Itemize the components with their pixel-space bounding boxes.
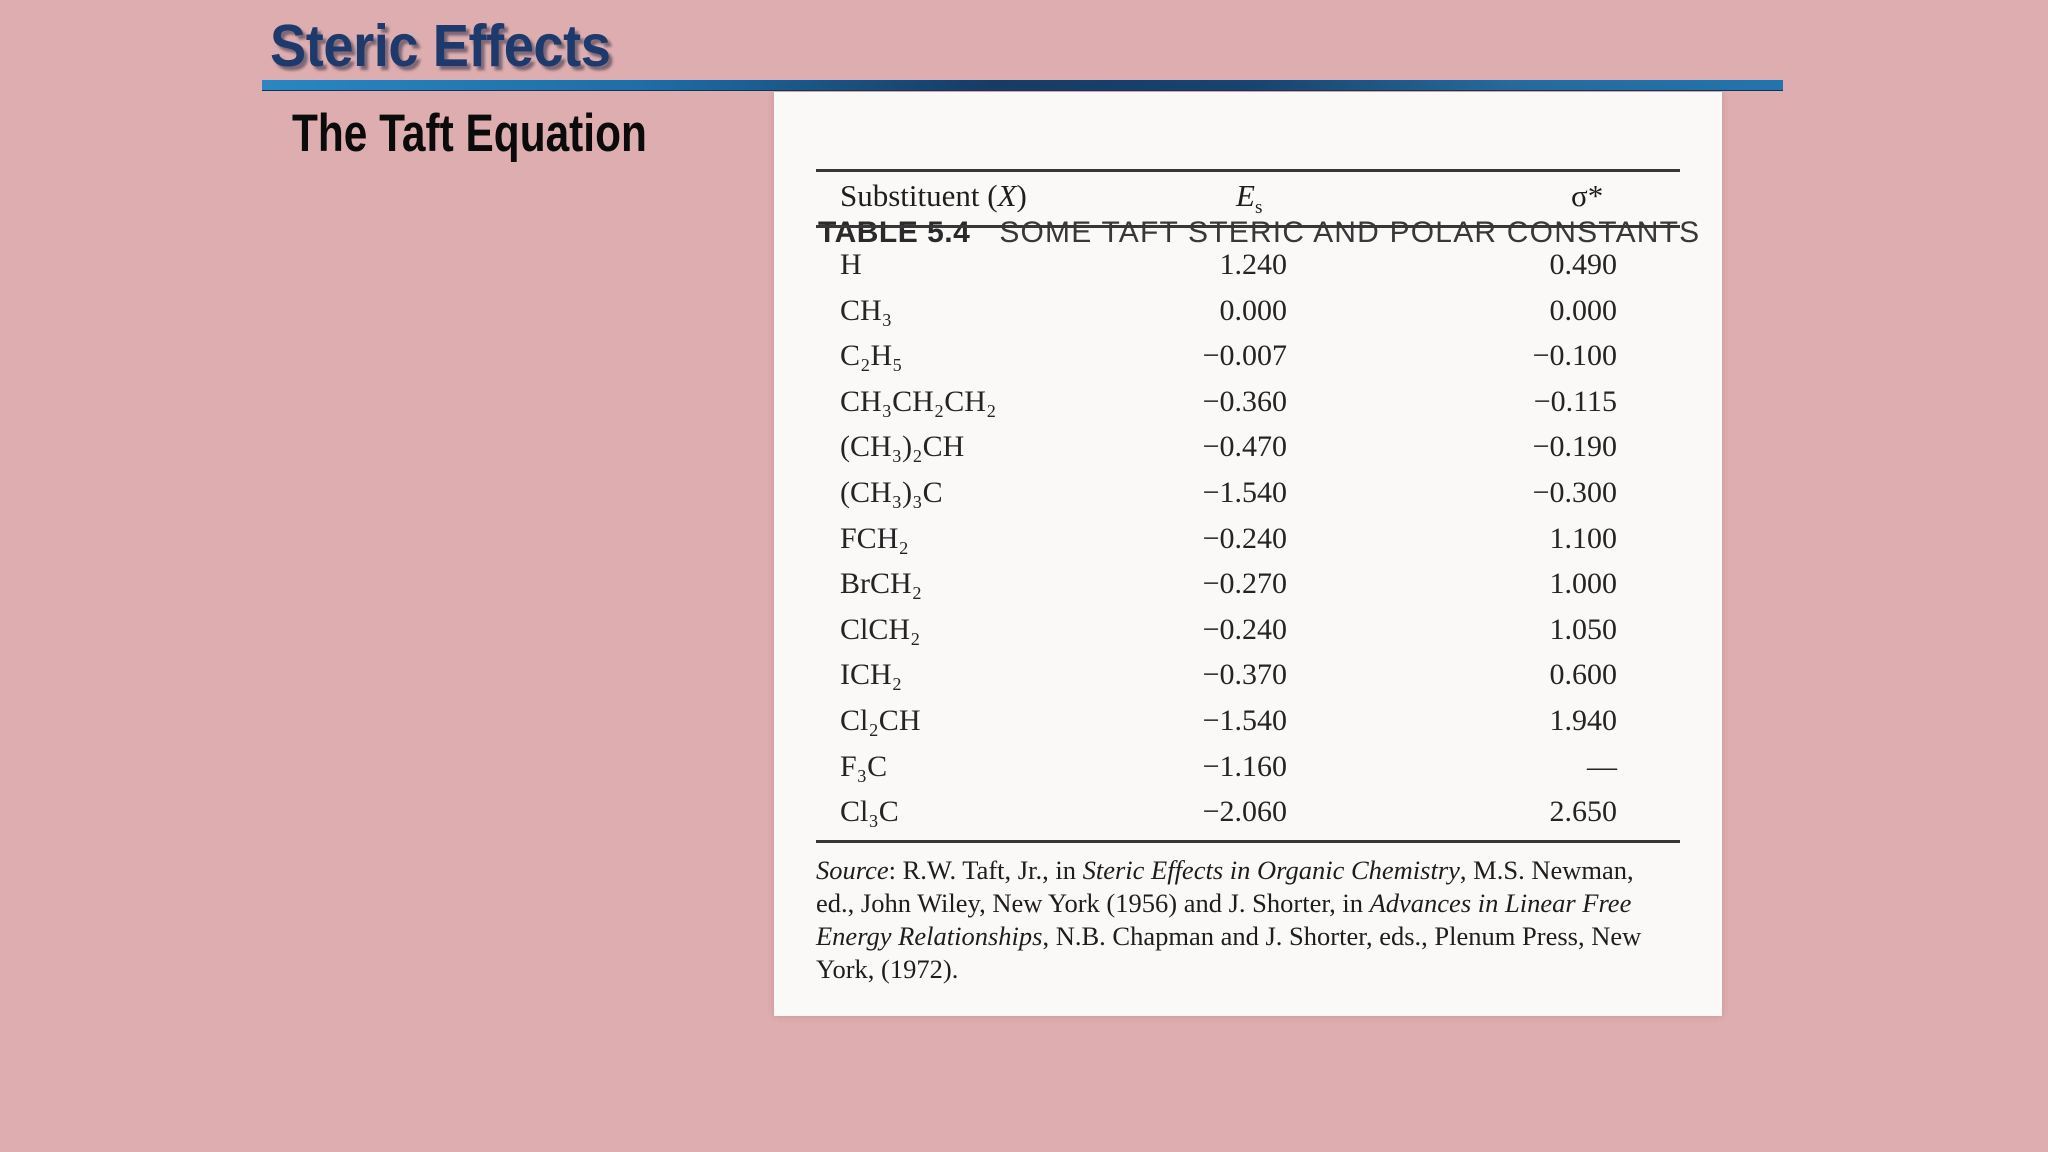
cell-substituent: C₂H₅ — [840, 339, 903, 373]
es-symbol: E — [1236, 178, 1255, 213]
table-row: CH₃ 0.000 0.000 — [774, 288, 1722, 334]
substituent-header-x: X — [997, 178, 1017, 213]
cell-sigma: 0.000 — [1549, 293, 1618, 327]
table-row: (CH₃)₃C −1.540 −0.300 — [774, 470, 1722, 516]
cell-substituent: FCH₂ — [840, 521, 909, 555]
slide-subtitle: The Taft Equation — [292, 104, 647, 163]
table-caption: TABLE 5.4 SOME TAFT STERIC AND POLAR CONS… — [818, 216, 1700, 250]
table-row: C₂H₅ −0.007 −0.100 — [774, 333, 1722, 379]
table-row: ICH₂ −0.370 0.600 — [774, 652, 1722, 698]
cell-sigma: 1.050 — [1549, 612, 1618, 646]
table-row: Cl₃C −2.060 2.650 — [774, 789, 1722, 835]
column-header-es: Es — [1236, 178, 1262, 219]
substituent-header-text: Substituent ( — [840, 178, 998, 213]
cell-substituent: CH₃ — [840, 293, 893, 327]
cell-sigma: −0.115 — [1533, 384, 1617, 418]
cell-sigma: 0.490 — [1549, 248, 1618, 281]
cell-substituent: F₃C — [840, 749, 888, 783]
table-row: Cl₂CH −1.540 1.940 — [774, 698, 1722, 744]
source-book-title: Steric Effects in Organic Chemistry — [1082, 855, 1460, 885]
substituent-header-close: ) — [1016, 178, 1027, 213]
cell-substituent: BrCH₂ — [840, 567, 923, 601]
cell-es: −0.370 — [1202, 658, 1287, 692]
cell-es: −1.160 — [1202, 749, 1287, 783]
table-caption-title: SOME TAFT STERIC AND POLAR CONSTANTS — [999, 216, 1701, 249]
table-row: F₃C −1.160 — — [774, 744, 1722, 790]
cell-es: 1.240 — [1219, 248, 1288, 281]
cell-substituent: (CH₃)₂CH — [840, 430, 965, 464]
source-line: York, (1972). — [816, 953, 1696, 986]
cell-es: 0.000 — [1219, 293, 1288, 327]
source-text: : R.W. Taft, Jr., in — [888, 855, 1083, 885]
column-header-substituent: Substituent (X) — [840, 178, 1027, 214]
cell-substituent: (CH₃)₃C — [840, 475, 943, 509]
source-line: Energy Relationships, N.B. Chapman and J… — [816, 920, 1696, 953]
source-citation: Source: R.W. Taft, Jr., in Steric Effect… — [816, 854, 1696, 986]
table-caption-label: TABLE 5.4 — [818, 216, 971, 249]
cell-es: −0.240 — [1202, 521, 1287, 555]
cell-sigma: 1.000 — [1549, 567, 1618, 601]
table-row: CH₃CH₂CH₂ −0.360 −0.115 — [774, 379, 1722, 425]
cell-es: −0.270 — [1202, 567, 1287, 601]
cell-es: −1.540 — [1202, 475, 1287, 509]
table-body: H 1.240 0.490 CH₃ 0.000 0.000 C₂H₅ −0.007 −0.1… — [774, 242, 1722, 835]
cell-sigma: −0.190 — [1532, 430, 1617, 464]
source-text: , M.S. Newman, — [1459, 855, 1634, 885]
source-line: ed., John Wiley, New York (1956) and J. … — [816, 887, 1696, 920]
table-column-headers: Substituent (X) Es σ* — [774, 178, 1722, 222]
cell-es: −1.540 — [1202, 703, 1287, 737]
source-book-title: Advances in Linear Free — [1369, 888, 1632, 918]
cell-substituent: ClCH₂ — [840, 612, 921, 646]
cell-es: −0.360 — [1202, 384, 1287, 418]
cell-sigma: −0.100 — [1532, 339, 1617, 373]
cell-substituent: Cl₃C — [840, 795, 899, 829]
source-text: York, (1972). — [816, 954, 959, 984]
slide-title: Steric Effects — [270, 13, 611, 79]
cell-sigma: 1.940 — [1549, 703, 1618, 737]
cell-substituent: H — [840, 248, 862, 281]
table-row: (CH₃)₂CH −0.470 −0.190 — [774, 424, 1722, 470]
source-label: Source — [816, 855, 889, 885]
cell-substituent: CH₃CH₂CH₂ — [840, 384, 997, 418]
title-underline — [262, 80, 1783, 91]
cell-es: −2.060 — [1202, 795, 1287, 829]
source-text: ed., John Wiley, New York (1956) and J. … — [816, 888, 1370, 918]
cell-sigma: −0.300 — [1532, 475, 1617, 509]
table-rule-top — [816, 169, 1680, 172]
source-line: Source: R.W. Taft, Jr., in Steric Effect… — [816, 854, 1696, 887]
source-book-title: Energy Relationships — [816, 921, 1043, 951]
cell-substituent: ICH₂ — [840, 658, 903, 692]
cell-sigma: — — [1587, 749, 1617, 783]
cell-es: −0.007 — [1202, 339, 1287, 373]
column-header-sigma-star: σ* — [1571, 178, 1604, 213]
table-row: FCH₂ −0.240 1.100 — [774, 516, 1722, 562]
cell-es: −0.240 — [1202, 612, 1287, 646]
cell-sigma: 2.650 — [1549, 795, 1618, 829]
table-row: ClCH₂ −0.240 1.050 — [774, 607, 1722, 653]
table-figure: TABLE 5.4 SOME TAFT STERIC AND POLAR CONS… — [774, 92, 1722, 1016]
cell-substituent: Cl₂CH — [840, 703, 921, 737]
source-text: , N.B. Chapman and J. Shorter, eds., Ple… — [1042, 921, 1642, 951]
cell-es: −0.470 — [1202, 430, 1287, 464]
cell-sigma: 0.600 — [1549, 658, 1618, 692]
table-rule-header — [816, 225, 1680, 228]
cell-sigma: 1.100 — [1549, 521, 1618, 555]
es-subscript: s — [1254, 197, 1263, 219]
table-row: BrCH₂ −0.270 1.000 — [774, 561, 1722, 607]
table-rule-bottom — [816, 840, 1680, 843]
table-row: H 1.240 0.490 — [774, 242, 1722, 288]
